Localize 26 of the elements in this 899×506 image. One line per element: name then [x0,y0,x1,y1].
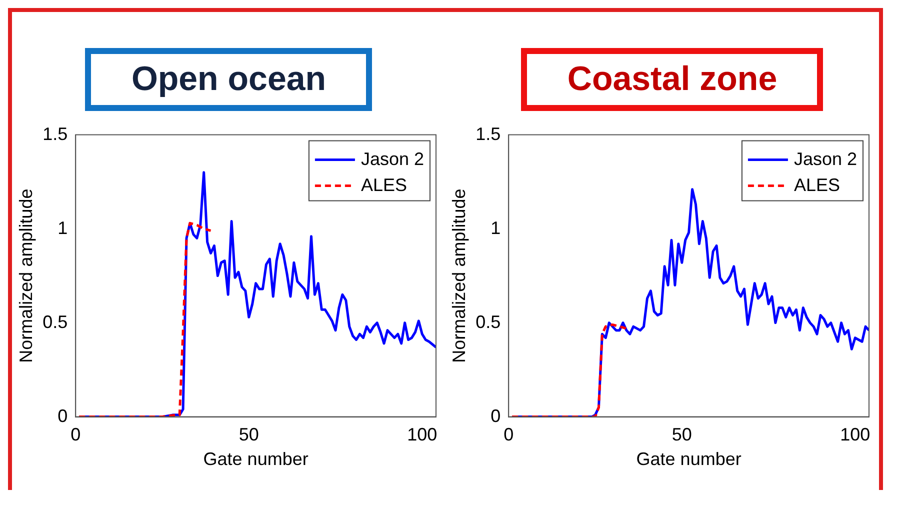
y-tick-label: 0 [490,406,501,426]
y-tick-label: 1 [490,218,501,238]
y-tick-label: 0 [57,406,68,426]
chart-title: Coastal zone [567,60,778,98]
legend-label: ALES [360,174,407,195]
line-series [511,323,628,417]
legend-label: Jason 2 [794,148,858,169]
x-tick-label: 0 [70,424,80,445]
y-tick-label: 0.5 [476,312,501,332]
legend-label: ALES [794,174,840,195]
y-tick-label: 1 [57,218,68,238]
x-tick-label: 100 [840,424,870,445]
x-tick-label: 100 [406,424,437,445]
y-tick-label: 0.5 [42,312,68,332]
y-tick-label: 1.5 [42,124,68,144]
x-tick-label: 50 [672,424,692,445]
x-tick-label: 0 [504,424,514,445]
x-axis-title: Gate number [203,449,308,470]
x-tick-label: 50 [238,424,259,445]
y-tick-label: 1.5 [476,124,501,144]
x-axis-title: Gate number [636,449,742,470]
y-axis-title: Normalized amplitude [449,188,470,363]
legend-label: Jason 2 [360,148,424,169]
chart-title: Open ocean [131,60,326,98]
y-axis-title: Normalized amplitude [16,188,36,363]
line-series [78,222,212,417]
